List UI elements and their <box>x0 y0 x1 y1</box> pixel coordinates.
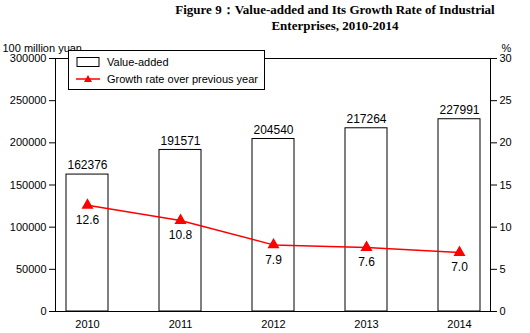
svg-text:2011: 2011 <box>169 318 193 330</box>
svg-text:7.6: 7.6 <box>358 255 375 269</box>
svg-text:191571: 191571 <box>160 134 200 148</box>
svg-text:217264: 217264 <box>346 112 386 126</box>
svg-text:150000: 150000 <box>10 179 47 191</box>
svg-text:7.9: 7.9 <box>265 253 282 267</box>
svg-text:2013: 2013 <box>354 318 378 330</box>
svg-text:12.6: 12.6 <box>76 213 100 227</box>
svg-text:300000: 300000 <box>9 52 47 64</box>
svg-text:2012: 2012 <box>261 318 285 330</box>
html-text:Growth rate over previous year: Growth rate over previous year <box>107 72 258 85</box>
svg-text:0: 0 <box>40 305 46 317</box>
svg-text:25: 25 <box>500 94 512 106</box>
svg-text:100000: 100000 <box>10 221 47 233</box>
svg-text:227991: 227991 <box>439 103 479 117</box>
svg-text:162376: 162376 <box>67 158 107 172</box>
svg-text:2010: 2010 <box>75 318 99 330</box>
svg-text:7.0: 7.0 <box>451 260 468 274</box>
svg-text:0: 0 <box>500 305 506 317</box>
svg-text:2014: 2014 <box>447 318 471 330</box>
svg-text:204540: 204540 <box>253 123 293 137</box>
svg-text:5: 5 <box>500 263 506 275</box>
svg-text:%: % <box>502 42 512 54</box>
svg-text:15: 15 <box>500 179 512 191</box>
svg-text:100 million yuan: 100 million yuan <box>2 42 82 55</box>
svg-text:20: 20 <box>500 136 512 148</box>
html-text:Figure 9：Value-added and Its G: Figure 9：Value-added and Its Growth Rate… <box>175 2 495 33</box>
svg-text:10: 10 <box>500 221 512 233</box>
svg-text:50000: 50000 <box>16 263 47 275</box>
svg-text:200000: 200000 <box>10 136 47 148</box>
svg-text:30: 30 <box>499 52 512 64</box>
svg-text:10.8: 10.8 <box>169 228 193 242</box>
html-text:Value-added: Value-added <box>107 55 169 68</box>
svg-text:250000: 250000 <box>10 94 47 106</box>
